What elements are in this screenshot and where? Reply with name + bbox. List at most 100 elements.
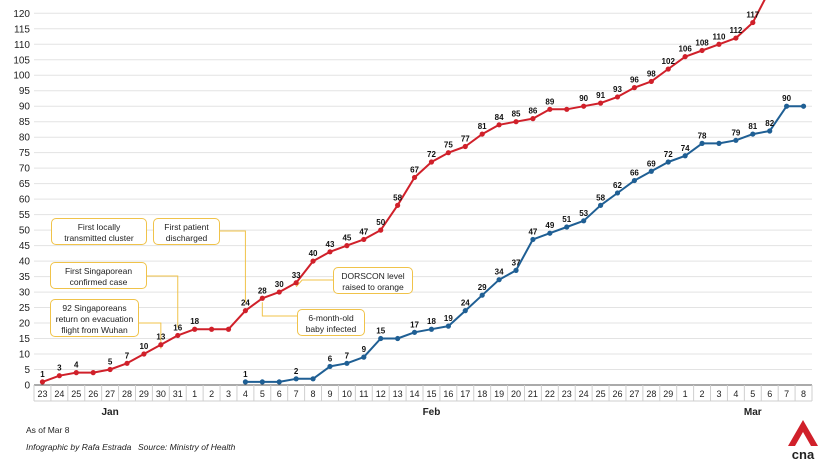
data-label: 69: [647, 159, 656, 168]
data-point: [445, 323, 451, 329]
as-of-note: As of Mar 8: [26, 425, 70, 435]
data-label: 77: [461, 134, 470, 143]
y-axis: 0 5 10 15 20 25 30 35 40 45 50 55 60 65 70 75 80 85 90 95 10…: [13, 9, 30, 392]
data-label: 79: [731, 128, 740, 137]
data-point: [564, 224, 570, 230]
data-label: 62: [613, 181, 622, 190]
x-tick-label: 1: [192, 389, 197, 399]
data-point: [733, 137, 739, 143]
data-label: 98: [647, 69, 656, 78]
data-point: [581, 218, 587, 224]
data-point: [225, 326, 232, 332]
data-label: 1: [243, 370, 248, 379]
data-label: 1: [40, 370, 45, 379]
y-tick-label: 75: [19, 148, 31, 159]
data-point: [107, 366, 113, 373]
x-tick-label: 31: [173, 389, 183, 399]
data-point: [716, 41, 722, 47]
x-tick-label: 22: [545, 389, 555, 399]
data-label: 72: [664, 150, 673, 159]
data-label: 24: [461, 299, 470, 308]
data-label: 78: [698, 131, 707, 140]
data-point: [378, 335, 384, 342]
data-point: [750, 131, 756, 137]
x-tick-label: 26: [612, 389, 622, 399]
x-tick-label: 4: [243, 389, 248, 399]
x-tick-label: 29: [139, 389, 149, 399]
data-label: 5: [108, 358, 113, 367]
data-label: 45: [342, 234, 351, 243]
data-point: [276, 289, 282, 295]
y-tick-label: 110: [14, 40, 30, 51]
data-label: 53: [579, 209, 588, 218]
data-label: 86: [528, 107, 537, 116]
annotation-evacuation: 92 Singaporeans return on evacuation fli…: [50, 299, 139, 337]
data-point: [124, 360, 130, 366]
data-label: 96: [630, 76, 639, 85]
y-tick-label: 50: [19, 226, 31, 237]
data-point: [395, 335, 401, 342]
data-point: [648, 78, 654, 85]
data-label: 37: [512, 258, 521, 267]
data-point: [597, 202, 604, 208]
data-point: [73, 370, 79, 376]
x-tick-label: 24: [579, 389, 589, 399]
data-point: [767, 128, 773, 134]
data-point: [716, 140, 722, 146]
data-point: [581, 103, 587, 109]
data-label: 85: [512, 110, 521, 119]
data-label: 58: [393, 193, 402, 202]
cna-logo: cna: [788, 420, 818, 462]
annotation-first-confirmed: First Singaporean confirmed case: [50, 262, 147, 289]
data-point: [90, 370, 96, 376]
annotation-first-discharged: First patient discharged: [153, 218, 220, 245]
data-label: 58: [596, 193, 605, 202]
data-label: 24: [241, 299, 250, 308]
data-label: 90: [579, 94, 588, 103]
data-point: [513, 119, 519, 125]
x-tick-label: 6: [767, 389, 772, 399]
logo-text: cna: [792, 447, 815, 462]
y-tick-label: 25: [19, 303, 31, 314]
data-point: [175, 332, 181, 339]
x-tick-label: 24: [54, 389, 64, 399]
x-tick-label: 26: [88, 389, 98, 399]
x-tick-label: 29: [663, 389, 673, 399]
x-tick-label: 5: [260, 389, 265, 399]
data-point: [699, 47, 705, 54]
x-tick-label: 25: [71, 389, 81, 399]
data-point: [564, 106, 570, 112]
month-label: Feb: [423, 407, 441, 418]
data-point: [242, 308, 249, 314]
data-point: [259, 379, 265, 385]
y-tick-label: 10: [19, 350, 31, 361]
annotation-first-local-cluster: First locally transmitted cluster: [51, 218, 147, 245]
data-label: 50: [376, 218, 385, 227]
data-label: 89: [545, 97, 554, 106]
data-label: 102: [662, 57, 676, 66]
data-point: [192, 326, 198, 332]
data-point: [462, 143, 468, 150]
x-tick-label: 2: [700, 389, 705, 399]
data-label: 10: [139, 342, 148, 351]
data-point: [378, 227, 384, 233]
data-point: [479, 292, 485, 298]
data-point: [496, 122, 502, 128]
x-tick-label: 8: [311, 389, 316, 399]
data-label: 19: [444, 314, 453, 323]
x-tick-label: 20: [511, 389, 521, 399]
data-label: 43: [326, 240, 335, 249]
annotation-connector: [147, 275, 179, 328]
x-tick-label: 14: [410, 389, 420, 399]
data-point: [293, 280, 299, 286]
data-label: 18: [190, 317, 199, 326]
data-label: 29: [478, 283, 487, 292]
y-tick-label: 80: [19, 133, 31, 144]
data-label: 117: [746, 11, 759, 20]
y-tick-label: 15: [19, 334, 31, 345]
data-point: [310, 258, 316, 264]
annotation-connector: [139, 322, 162, 349]
data-label: 72: [427, 150, 436, 159]
x-tick-label: 16: [443, 389, 453, 399]
data-point: [800, 103, 807, 109]
